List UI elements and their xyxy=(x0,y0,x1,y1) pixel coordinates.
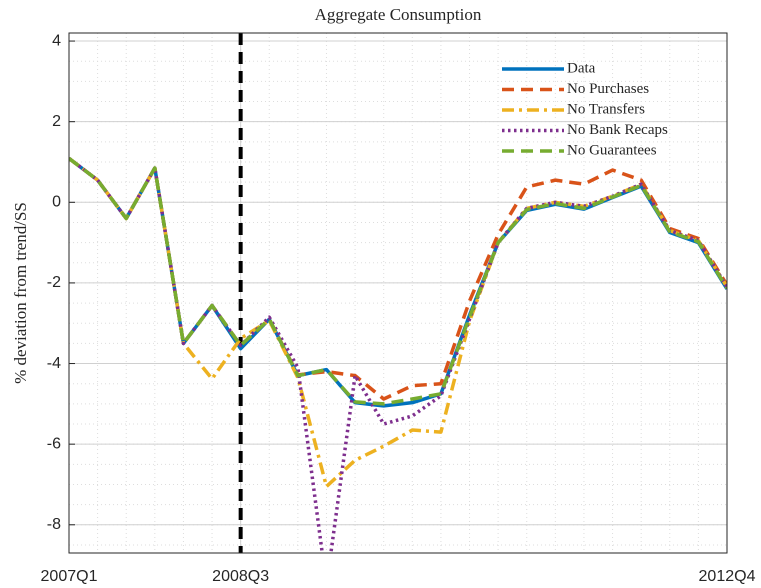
y-tick-label: -8 xyxy=(47,516,61,533)
y-tick-label: 2 xyxy=(52,113,61,130)
data-line xyxy=(69,156,727,406)
y-tick-label: 0 xyxy=(52,194,61,211)
plot-area xyxy=(69,156,727,553)
y-tick-label: 4 xyxy=(52,32,61,49)
y-tick-label: -4 xyxy=(47,355,61,372)
legend-label: No Purchases xyxy=(567,81,649,97)
legend-label: No Guarantees xyxy=(567,142,657,158)
legend-label: No Transfers xyxy=(567,101,645,117)
y-axis-label: % deviation from trend/SS xyxy=(11,202,30,384)
chart-title: Aggregate Consumption xyxy=(315,5,482,24)
legend-label: No Bank Recaps xyxy=(567,122,668,138)
x-tick-label: 2007Q1 xyxy=(41,568,98,585)
legend-label: Data xyxy=(567,60,596,76)
x-tick-label: 2012Q4 xyxy=(699,568,756,585)
y-tick-label: -6 xyxy=(47,435,61,452)
x-tick-label: 2008Q3 xyxy=(212,568,269,585)
axes-box xyxy=(68,32,728,554)
y-tick-label: -2 xyxy=(47,274,61,291)
